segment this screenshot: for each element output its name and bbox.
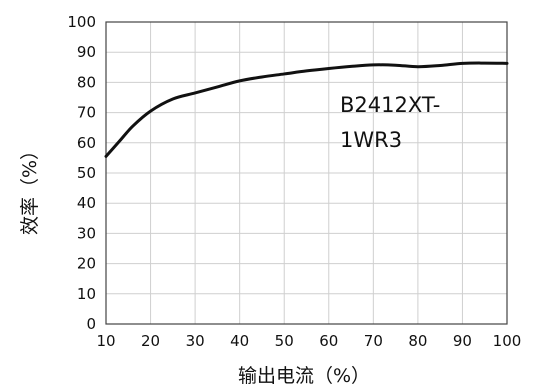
x-tick-label-4: 50 [275, 332, 294, 350]
y-tick-label-6: 60 [77, 134, 96, 152]
x-axis-title: 输出电流（%） [238, 365, 370, 387]
x-tick-labels: 10 20 30 40 50 60 70 80 90 100 [96, 332, 521, 350]
x-tick-label-8: 90 [453, 332, 472, 350]
grid [105, 21, 508, 325]
y-tick-labels: 0 10 20 30 40 50 60 70 80 90 100 [67, 13, 96, 333]
y-tick-label-5: 50 [77, 164, 96, 182]
x-tick-label-3: 40 [230, 332, 249, 350]
y-tick-label-3: 30 [77, 224, 96, 242]
y-tick-label-2: 20 [77, 255, 96, 273]
x-tick-label-7: 80 [408, 332, 427, 350]
x-tick-label-5: 60 [319, 332, 338, 350]
plot-frame [105, 21, 508, 325]
series-layer [104, 61, 509, 158]
efficiency-series-line-0 [104, 61, 509, 158]
y-tick-label-8: 80 [77, 73, 96, 91]
y-tick-label-1: 10 [77, 285, 96, 303]
y-axis-title: 效率（%） [19, 141, 41, 235]
y-tick-label-10: 100 [67, 13, 96, 31]
annotation-line-2: 1WR3 [340, 128, 402, 152]
y-tick-label-0: 0 [86, 315, 96, 333]
x-tick-label-2: 30 [186, 332, 205, 350]
x-tick-label-1: 20 [141, 332, 160, 350]
y-tick-label-7: 70 [77, 104, 96, 122]
x-tick-label-9: 100 [493, 332, 522, 350]
y-tick-label-9: 90 [77, 43, 96, 61]
annotation-line-1: B2412XT- [340, 93, 440, 117]
x-tick-label-0: 10 [96, 332, 115, 350]
x-tick-label-6: 70 [364, 332, 383, 350]
y-tick-label-4: 40 [77, 194, 96, 212]
plot-border [105, 21, 508, 325]
